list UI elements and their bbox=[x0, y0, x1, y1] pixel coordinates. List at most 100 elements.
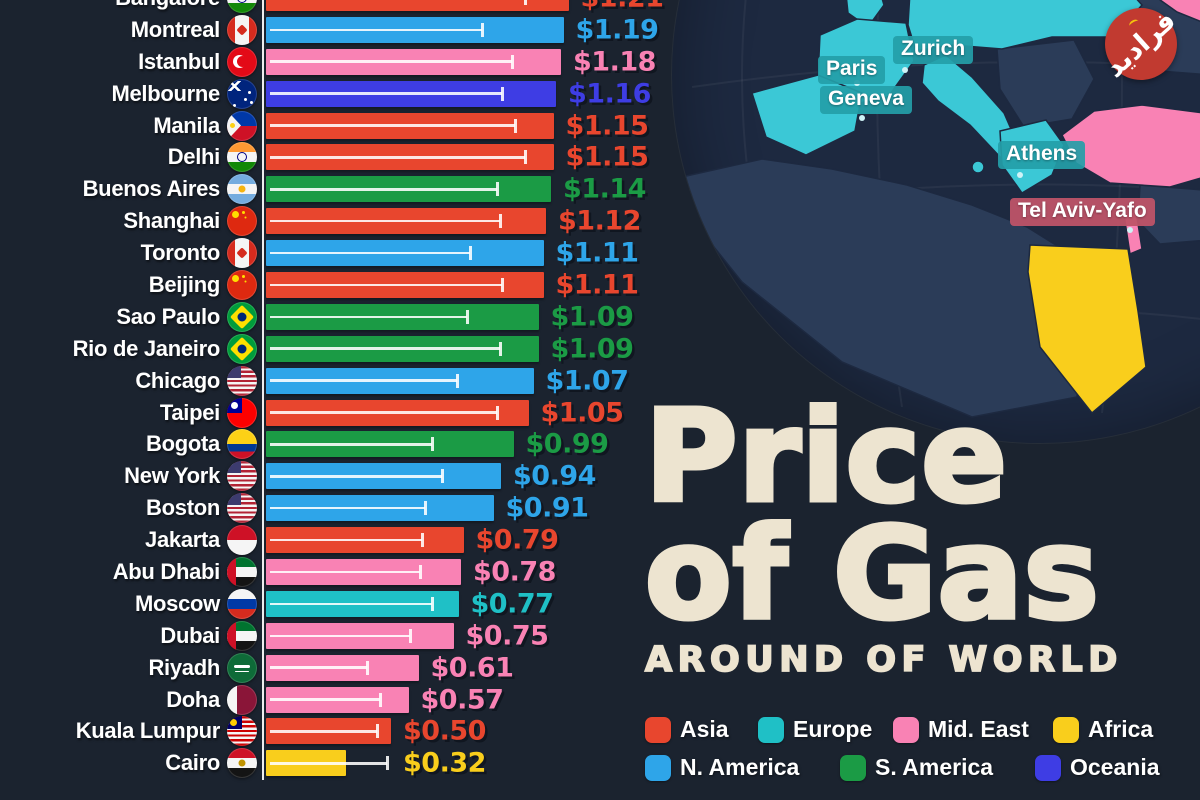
flag-usa-icon bbox=[227, 365, 257, 396]
legend-item: Oceania bbox=[1035, 754, 1160, 781]
city-label: Boston bbox=[146, 495, 220, 521]
flag-saudi-arabia-icon bbox=[227, 652, 257, 683]
flag-uae-icon bbox=[227, 556, 257, 587]
landmass-sicily bbox=[971, 160, 985, 174]
chart-row: Taipei $1.05 bbox=[0, 397, 670, 429]
page-title-line2: of Gas bbox=[643, 500, 1102, 648]
whisker-line bbox=[270, 309, 469, 324]
city-label: Toronto bbox=[140, 240, 221, 266]
flag-malaysia-icon bbox=[227, 716, 257, 747]
whisker-line bbox=[270, 150, 527, 165]
bar-area: $0.78 bbox=[266, 556, 670, 587]
flag-uae-icon bbox=[227, 620, 257, 651]
bar-area: $0.50 bbox=[266, 716, 670, 747]
faradeed-logo: فرادید bbox=[1100, 5, 1183, 84]
price-value-label: $1.14 bbox=[563, 173, 646, 205]
price-value-label: $1.11 bbox=[555, 237, 639, 269]
whisker-line bbox=[270, 405, 499, 420]
bar-chart: Bangalore $1.21 Montreal $1.19 Istanbul … bbox=[0, 0, 670, 779]
price-value-label: $1.09 bbox=[550, 301, 634, 333]
whisker-line bbox=[270, 246, 472, 261]
bar-area: $0.77 bbox=[266, 588, 670, 620]
city-label: New York bbox=[124, 463, 220, 489]
whisker-line bbox=[270, 724, 379, 739]
legend-label: S. America bbox=[875, 754, 994, 780]
whisker-tick bbox=[376, 724, 379, 739]
whisker-tick bbox=[423, 501, 427, 516]
bar-area: $0.57 bbox=[266, 684, 670, 716]
bar-area: $1.14 bbox=[266, 173, 670, 205]
city-label: Chicago bbox=[135, 367, 220, 393]
legend-label: Europe bbox=[793, 716, 873, 742]
price-value-label: $0.32 bbox=[403, 747, 486, 779]
city-label: Buenos Aires bbox=[82, 176, 221, 202]
whisker-tick bbox=[496, 405, 499, 420]
bar-area: $0.61 bbox=[266, 652, 670, 683]
flag-russia-icon bbox=[227, 588, 257, 619]
bar-area: $1.11 bbox=[266, 269, 670, 301]
whisker-tick bbox=[366, 660, 369, 675]
whisker-tick bbox=[523, 150, 527, 165]
price-value-label: $0.77 bbox=[470, 588, 554, 620]
city-label: Riyadh bbox=[148, 654, 220, 680]
whisker-line bbox=[270, 756, 389, 771]
flag-colombia-icon bbox=[227, 429, 257, 460]
city-label: Doha bbox=[166, 686, 220, 712]
chart-row: Manila $1.15 bbox=[0, 110, 670, 142]
price-value-label: $1.16 bbox=[568, 78, 651, 110]
city-label: Manila bbox=[153, 112, 220, 138]
map-label-zurich: Zurich bbox=[893, 36, 974, 64]
price-value-label: $1.15 bbox=[565, 110, 649, 141]
flag-philippines-icon bbox=[227, 110, 257, 141]
city-label: Dubai bbox=[160, 622, 220, 648]
chart-row: Chicago $1.07 bbox=[0, 365, 670, 397]
map-label-athens: Athens bbox=[998, 141, 1086, 169]
flag-taiwan-icon bbox=[227, 397, 257, 428]
city-label: Bogota bbox=[146, 431, 220, 457]
chart-row: Buenos Aires $1.14 bbox=[0, 173, 670, 205]
whisker-line bbox=[270, 469, 444, 484]
chart-row: Istanbul $1.18 bbox=[0, 46, 670, 78]
flag-india-icon bbox=[227, 142, 257, 173]
legend-swatch bbox=[1053, 716, 1079, 743]
flag-turkey-icon bbox=[227, 46, 257, 77]
whisker-tick bbox=[501, 86, 504, 101]
chart-row: Bangalore $1.21 bbox=[0, 0, 670, 14]
flag-qatar-icon bbox=[227, 684, 257, 715]
whisker-tick bbox=[431, 437, 434, 452]
whisker-tick bbox=[481, 22, 484, 37]
landmass-egypt bbox=[1027, 244, 1147, 415]
chart-row: Jakarta $0.79 bbox=[0, 524, 670, 556]
price-value-label: $1.11 bbox=[555, 269, 639, 301]
chart-row: Dubai $0.75 bbox=[0, 620, 670, 652]
flag-brazil-icon bbox=[227, 333, 257, 364]
city-label: Melbourne bbox=[111, 80, 220, 106]
flag-canada-icon bbox=[227, 238, 257, 269]
legend-label: N. America bbox=[680, 754, 800, 780]
whisker-tick bbox=[378, 692, 382, 707]
chart-row: Boston $0.91 bbox=[0, 492, 670, 524]
whisker-line bbox=[270, 437, 434, 452]
city-label: Shanghai bbox=[123, 208, 220, 234]
chart-row: Kuala Lumpur $0.50 bbox=[0, 715, 670, 747]
landmass-russia-caucasus bbox=[1158, 0, 1200, 23]
city-label: Moscow bbox=[135, 590, 220, 616]
map-label-paris: Paris bbox=[818, 56, 886, 84]
whisker-line bbox=[270, 182, 499, 197]
flag-australia-icon bbox=[227, 78, 257, 109]
bar-area: $1.12 bbox=[266, 206, 670, 237]
whisker-tick bbox=[468, 246, 472, 261]
legend-swatch bbox=[893, 716, 919, 743]
legend-item: Mid. East bbox=[893, 716, 1029, 743]
bar-area: $1.09 bbox=[266, 301, 670, 333]
price-value-label: $0.99 bbox=[525, 428, 609, 460]
bar-area: $1.09 bbox=[266, 333, 670, 364]
price-bar bbox=[266, 0, 569, 11]
bar-area: $1.19 bbox=[266, 14, 670, 45]
flag-china-icon bbox=[227, 206, 257, 237]
chart-axis-line bbox=[262, 0, 264, 780]
legend-label: Oceania bbox=[1070, 754, 1160, 780]
price-value-label: $0.57 bbox=[420, 684, 504, 716]
flag-egypt-icon bbox=[227, 748, 257, 779]
